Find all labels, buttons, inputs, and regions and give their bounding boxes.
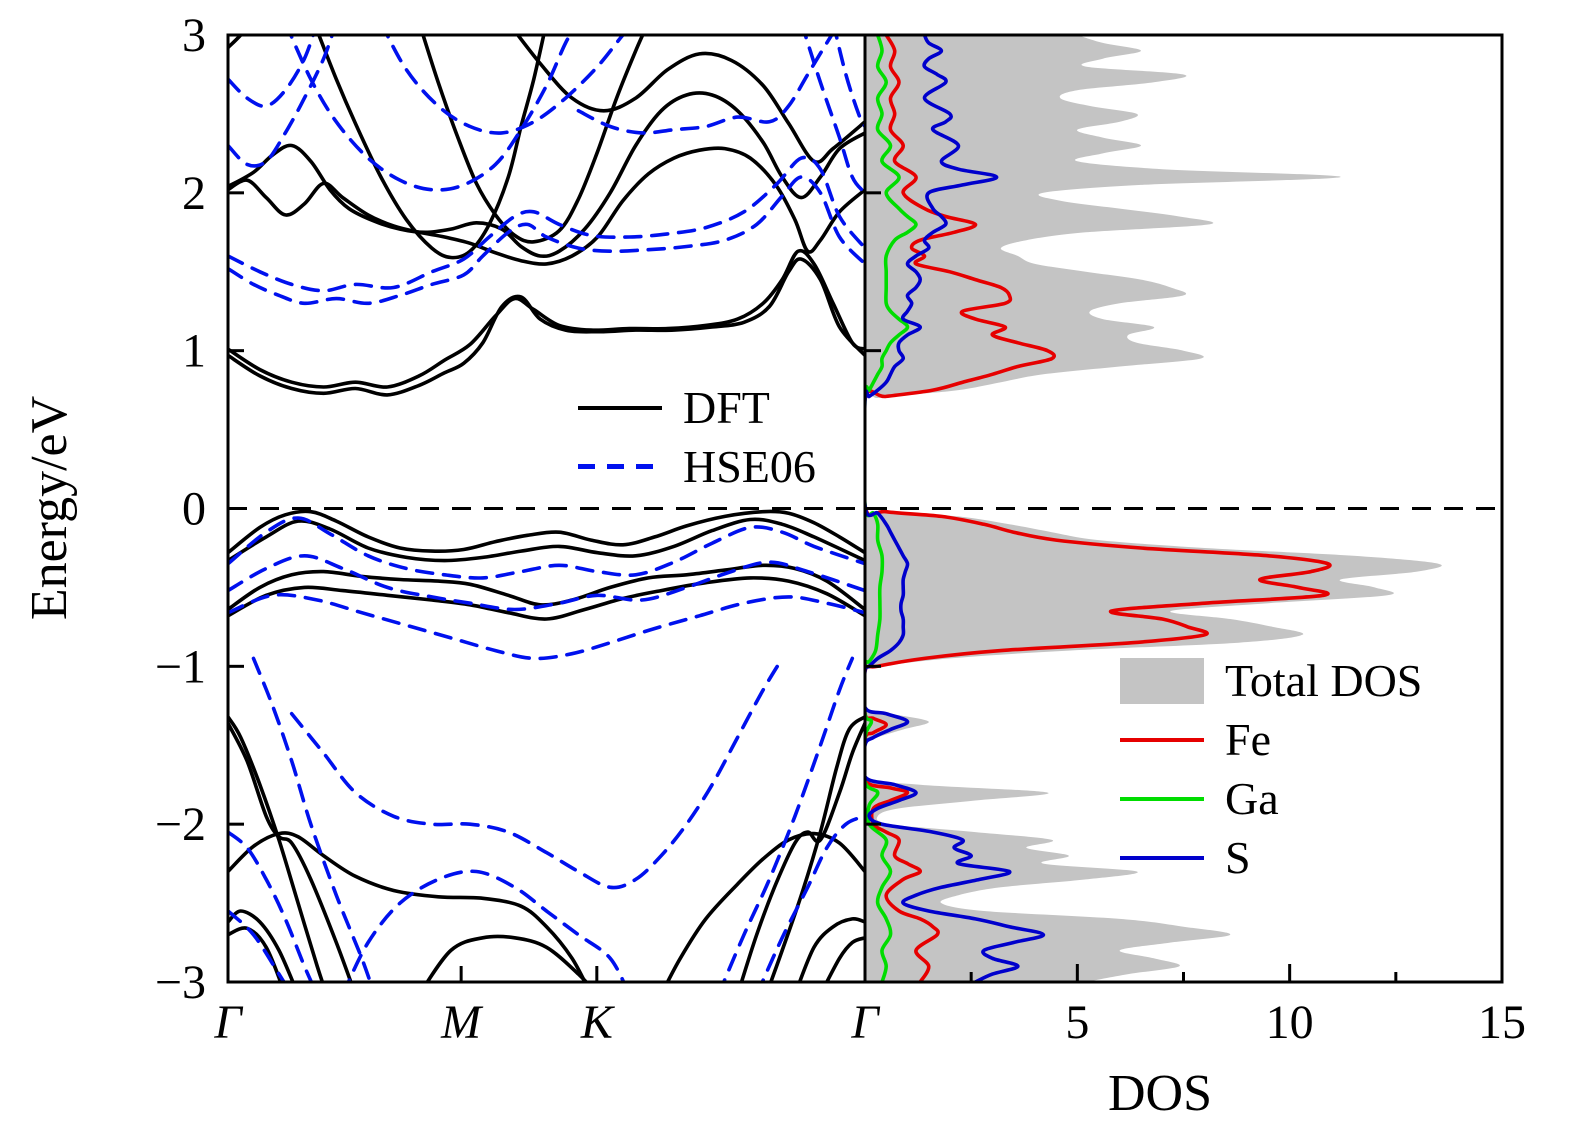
dos-legend-item-ga: Ga <box>1120 769 1422 828</box>
energy-tick-label: 3 <box>182 9 206 62</box>
energy-tick-label: 1 <box>182 325 206 378</box>
dft-band-path <box>228 715 325 982</box>
energy-tick-label: −2 <box>155 798 206 851</box>
hse-band-path <box>834 35 865 129</box>
total-dos-area <box>865 35 1442 982</box>
dft-band-path <box>228 909 295 982</box>
hse-band-path <box>228 35 316 109</box>
kpoint-tick-label: Γ <box>213 996 243 1049</box>
hse-band-path <box>721 656 855 982</box>
total-dos-swatch-icon <box>1120 657 1204 704</box>
dft-line-sample-icon <box>578 405 662 410</box>
dft-band-path <box>228 91 865 259</box>
hse-band-path <box>228 909 287 982</box>
dos-legend-item-fe: Fe <box>1120 710 1422 769</box>
band-legend-item-dft: DFT <box>578 378 816 437</box>
total-dos-label: Total DOS <box>1225 654 1423 706</box>
dft-band-path <box>228 563 865 612</box>
band-legend-item-hse: HSE06 <box>578 437 816 496</box>
dft-band-path <box>228 721 353 982</box>
y-axis-label: Energy/eV <box>21 396 78 620</box>
dos-legend-item-s: S <box>1120 828 1422 887</box>
dft-band-path <box>228 146 865 266</box>
ga-line-sample-icon <box>1120 796 1204 801</box>
band-panel <box>228 35 865 982</box>
dft-band-path <box>515 35 865 165</box>
hse-band-path <box>346 869 626 982</box>
hse-band-path <box>228 592 865 661</box>
dft-band-path <box>425 934 589 982</box>
energy-tick-label: 2 <box>182 167 206 220</box>
dft-band-path <box>768 715 865 982</box>
s-line-sample-icon <box>1120 855 1204 860</box>
dft-band-path <box>797 916 865 982</box>
hse-band-path <box>228 554 865 612</box>
dft-band-path <box>421 35 645 244</box>
hse-band-path <box>228 175 865 306</box>
s-dos-line <box>865 35 1046 982</box>
energy-tick-label: 0 <box>182 483 206 536</box>
dos-x-axis-label: DOS <box>1108 1065 1212 1122</box>
hse-band-path <box>228 155 865 293</box>
hse-band-path <box>288 35 573 192</box>
hse-band-path <box>385 35 626 135</box>
dos-tick-label: 5 <box>1065 996 1089 1049</box>
hse-label: HSE06 <box>683 440 816 492</box>
dft-band-path <box>228 257 865 397</box>
hse-band-path <box>289 656 784 890</box>
dos-legend-item-total: Total DOS <box>1120 651 1422 710</box>
dos-tick-label: 10 <box>1266 996 1314 1049</box>
dft-band-path <box>739 721 865 982</box>
dft-band-path <box>228 576 865 621</box>
kpoint-tick-label: Γ <box>850 996 880 1049</box>
dft-label: DFT <box>683 381 770 433</box>
hse-band-path <box>251 656 373 982</box>
dft-band-path <box>824 936 865 982</box>
fe-label: Fe <box>1225 713 1271 765</box>
energy-tick-label: −3 <box>155 956 206 1009</box>
dft-band-path <box>228 509 865 555</box>
hse-band-path <box>760 814 865 982</box>
kpoint-tick-label: K <box>580 996 616 1049</box>
dft-band-path <box>228 831 587 982</box>
band-legend: DFT HSE06 <box>578 378 816 496</box>
axes-ticks <box>228 33 1504 984</box>
hse-band-path <box>228 516 865 580</box>
hse-dashed-line-sample-icon <box>578 464 662 469</box>
hse-band-path <box>228 830 314 982</box>
dos-legend: Total DOS Fe Ga S <box>1120 651 1422 887</box>
kpoint-tick-label: M <box>440 996 484 1049</box>
dft-band-path <box>228 35 244 50</box>
fe-line-sample-icon <box>1120 737 1204 742</box>
ga-label: Ga <box>1225 772 1279 824</box>
dft-band-path <box>228 926 283 982</box>
energy-tick-label: −1 <box>155 640 206 693</box>
dft-band-path <box>228 517 865 563</box>
dft-band-path <box>228 248 865 389</box>
s-label: S <box>1225 831 1251 883</box>
dos-tick-label: 15 <box>1478 996 1526 1049</box>
hse-band-path <box>228 35 335 168</box>
hse-band-path <box>803 35 865 195</box>
